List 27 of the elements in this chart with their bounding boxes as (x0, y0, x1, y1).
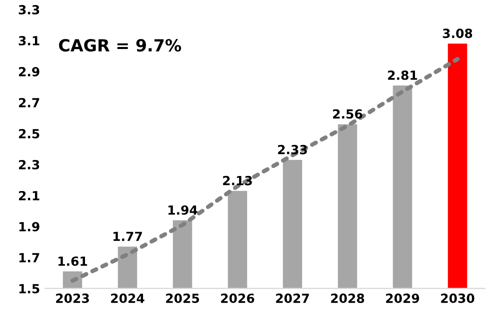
data-label: 1.77 (113, 232, 142, 241)
x-tick-label: 2024 (111, 294, 144, 304)
data-label: 1.94 (168, 205, 198, 215)
y-tick-label: 1.7 (19, 253, 40, 262)
y-tick-label: 2.7 (18, 98, 40, 108)
x-tick-label: 2030 (441, 294, 474, 304)
y-tick-label: 2.1 (18, 190, 40, 200)
data-label: 2.56 (333, 109, 362, 119)
x-tick-label: 2026 (221, 294, 254, 304)
x-tick-label: 2027 (276, 294, 309, 304)
y-tick-label: 1.5 (19, 284, 40, 294)
y-tick-label: 2.3 (18, 160, 40, 170)
x-tick-label: 2025 (166, 294, 200, 304)
data-label: 2.13 (223, 176, 252, 186)
y-tick-label: 1.9 (19, 222, 40, 232)
x-tick-label: 2023 (56, 294, 89, 304)
data-label: 2.33 (278, 144, 307, 154)
y-tick-label: 2.9 (18, 66, 40, 76)
data-label: 1.61 (58, 256, 88, 266)
x-tick-label: 2029 (386, 294, 420, 304)
data-label: 3.08 (442, 28, 472, 38)
y-tick-label: 2.5 (18, 128, 40, 138)
y-tick-label: 3.3 (18, 4, 40, 14)
data-label: 2.81 (388, 70, 418, 80)
y-tick-label: 3.1 (18, 36, 40, 46)
x-tick-label: 2028 (331, 294, 364, 304)
annotation: CAGR = 9.7% (59, 38, 182, 52)
